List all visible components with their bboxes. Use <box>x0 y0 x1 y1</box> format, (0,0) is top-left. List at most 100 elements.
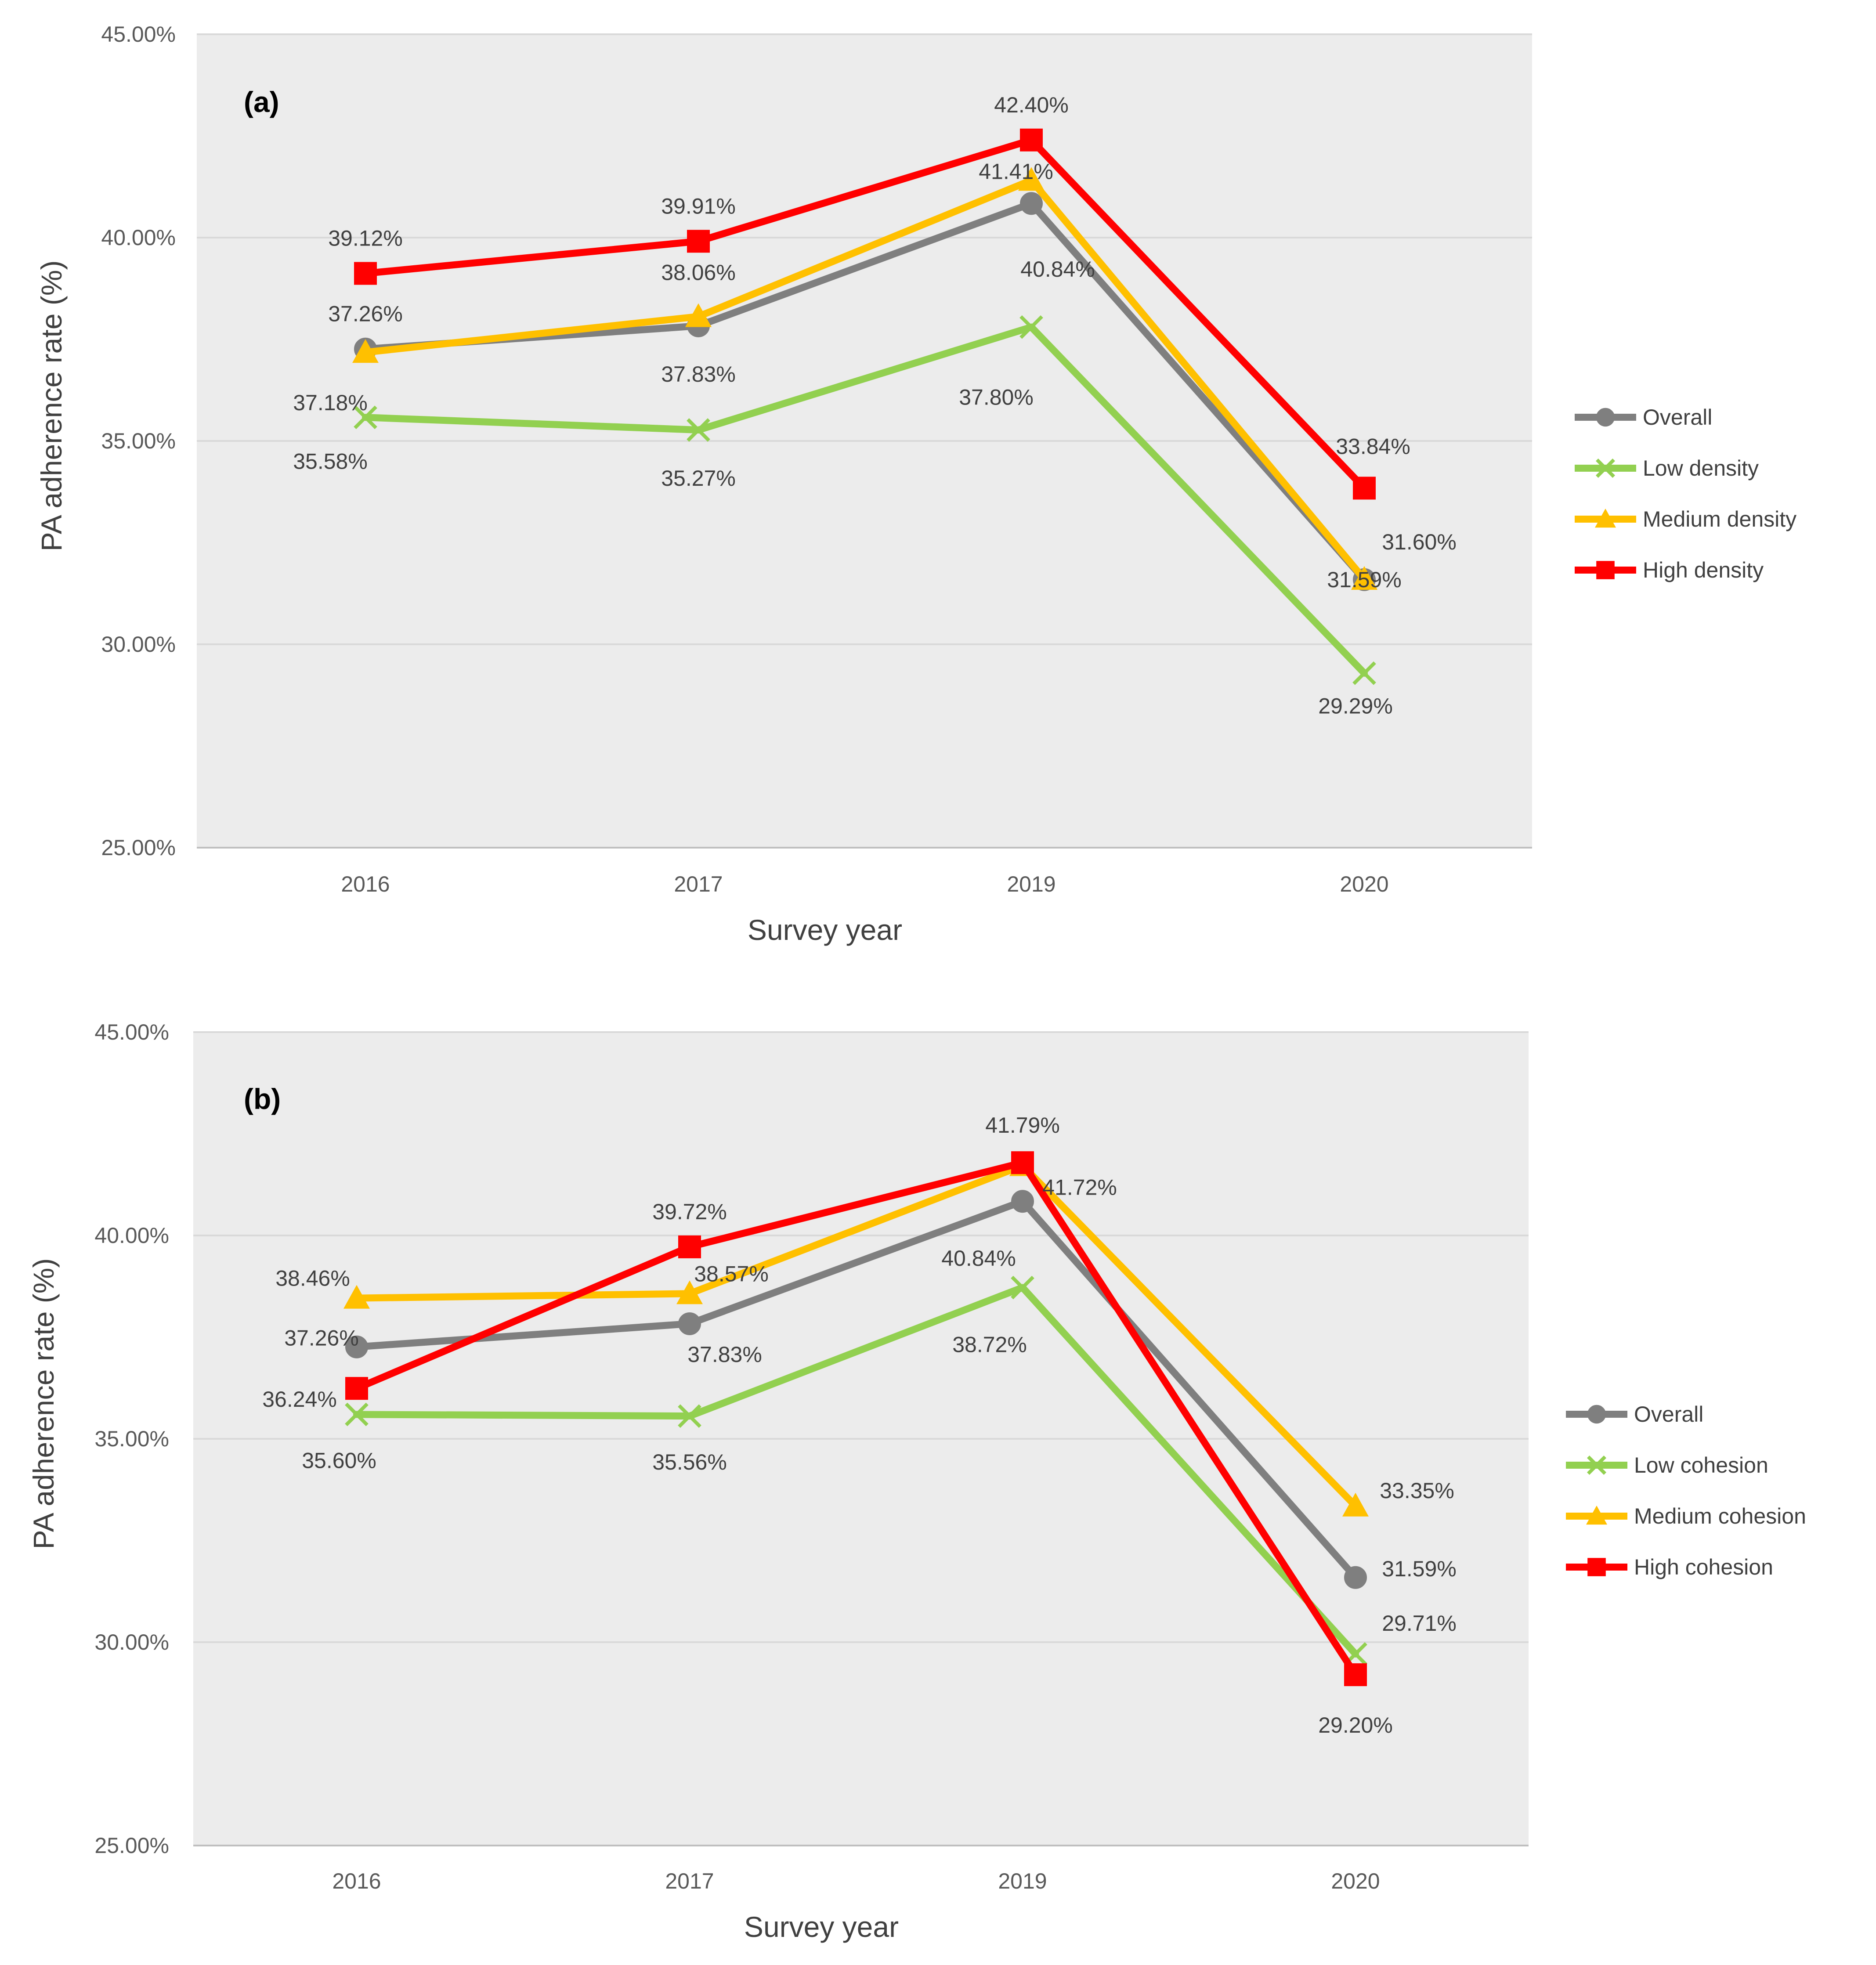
panel-b: 25.00% 30.00% 35.00% 40.00% 45.00% 2016 2017 20… <box>27 1020 1806 1943</box>
data-point <box>687 418 710 442</box>
y-tick-label: 40.00% <box>94 1223 169 1248</box>
data-label: 35.27% <box>661 466 736 491</box>
data-label: 41.79% <box>985 1113 1060 1138</box>
y-tick-label: 35.00% <box>101 429 176 453</box>
data-point <box>1352 661 1376 685</box>
data-label: 31.59% <box>1382 1557 1457 1581</box>
series-line-low-density <box>362 323 1368 677</box>
panel-a: 25.00% 30.00% 35.00% 40.00% 45.00% 2016 2017 20… <box>35 22 1796 946</box>
legend-label: Medium density <box>1643 507 1796 531</box>
data-point <box>1011 1151 1034 1174</box>
data-label: 31.59% <box>1327 567 1402 592</box>
series-line-medium-density <box>362 177 1368 583</box>
y-tick-label: 25.00% <box>101 835 176 860</box>
data-label: 39.72% <box>652 1199 727 1224</box>
data-label: 35.58% <box>293 449 368 473</box>
y-tick-label: 30.00% <box>94 1630 169 1654</box>
data-label: 36.24% <box>262 1387 337 1412</box>
data-label: 39.91% <box>661 194 736 218</box>
data-label: 41.41% <box>979 159 1053 184</box>
data-label: 37.26% <box>328 302 403 326</box>
legend-marker <box>1587 1405 1606 1424</box>
legend-label: Medium cohesion <box>1634 1504 1806 1528</box>
data-label: 33.35% <box>1380 1478 1454 1503</box>
data-label: 37.83% <box>661 362 736 386</box>
y-tick-label: 45.00% <box>101 22 176 47</box>
series-line-medium-cohesion <box>353 1162 1359 1510</box>
data-point <box>678 1235 701 1258</box>
data-label: 39.12% <box>328 226 403 250</box>
legend-label: High density <box>1643 558 1764 582</box>
legend-marker <box>1586 1506 1607 1525</box>
series-line-high-cohesion <box>353 1159 1359 1679</box>
x-tick-label: 2020 <box>1331 1869 1380 1893</box>
data-label: 38.06% <box>661 260 736 285</box>
data-label: 37.18% <box>293 390 368 415</box>
legend-label: Overall <box>1643 405 1712 430</box>
data-point <box>343 1285 370 1309</box>
data-point <box>1353 477 1376 500</box>
x-tick-label: 2016 <box>332 1869 381 1893</box>
data-point <box>1020 192 1043 215</box>
data-label: 31.60% <box>1382 530 1457 554</box>
series-line-overall <box>353 1198 1359 1581</box>
data-label: 41.72% <box>1042 1175 1117 1200</box>
data-label: 37.83% <box>687 1342 762 1367</box>
data-point <box>1344 1566 1367 1589</box>
data-point <box>354 405 377 430</box>
data-point <box>345 1377 368 1400</box>
data-label: 38.72% <box>952 1333 1027 1357</box>
y-tick-label: 40.00% <box>101 225 176 250</box>
legend-label: Low cohesion <box>1634 1453 1768 1477</box>
x-tick-label: 2016 <box>341 872 390 896</box>
legend-label: Overall <box>1634 1402 1703 1427</box>
data-label: 35.60% <box>302 1448 376 1473</box>
data-point <box>676 1280 703 1304</box>
data-point <box>678 1404 701 1428</box>
data-label: 29.29% <box>1318 694 1393 719</box>
panel-label: (a) <box>244 86 279 118</box>
data-point <box>1011 1275 1034 1300</box>
legend-label: High cohesion <box>1634 1555 1773 1579</box>
y-tick-label: 30.00% <box>101 632 176 657</box>
data-label: 37.80% <box>959 385 1034 410</box>
x-axis-title: Survey year <box>748 914 902 946</box>
x-tick-label: 2017 <box>665 1869 714 1893</box>
legend-marker <box>1587 1455 1607 1475</box>
data-label: 35.56% <box>652 1450 727 1474</box>
x-tick-label: 2019 <box>1007 872 1055 896</box>
data-label: 38.46% <box>275 1266 350 1291</box>
data-point <box>1011 1190 1034 1213</box>
data-point <box>1018 167 1045 191</box>
data-point <box>685 303 712 327</box>
x-tick-label: 2017 <box>674 872 723 896</box>
x-axis-title: Survey year <box>744 1911 899 1943</box>
y-tick-label: 35.00% <box>94 1427 169 1451</box>
y-axis-title: PA adherence rate (%) <box>27 1258 60 1550</box>
y-tick-label: 25.00% <box>94 1833 169 1858</box>
data-point <box>1342 1492 1369 1517</box>
data-point <box>1351 566 1377 590</box>
data-point <box>354 262 377 285</box>
y-axis-title: PA adherence rate (%) <box>35 260 68 552</box>
x-tick-label: 2019 <box>998 1869 1047 1893</box>
data-point <box>687 230 710 253</box>
data-label: 40.84% <box>1020 257 1095 282</box>
data-label: 37.26% <box>284 1326 359 1351</box>
legend-label: Low density <box>1643 456 1759 480</box>
data-label: 42.40% <box>994 93 1069 117</box>
panel-label: (b) <box>244 1083 281 1115</box>
legend-marker <box>1596 408 1615 427</box>
series-line-high-density <box>362 136 1368 492</box>
x-tick-label: 2020 <box>1340 872 1388 896</box>
y-tick-label: 45.00% <box>94 1020 169 1044</box>
data-point <box>352 339 379 363</box>
data-label: 40.84% <box>941 1246 1016 1271</box>
data-point <box>1020 128 1043 152</box>
data-point <box>678 1312 701 1335</box>
data-label: 29.20% <box>1318 1713 1393 1737</box>
legend-marker <box>1595 509 1616 528</box>
data-label: 29.71% <box>1382 1611 1457 1636</box>
legend-marker <box>1596 561 1615 579</box>
